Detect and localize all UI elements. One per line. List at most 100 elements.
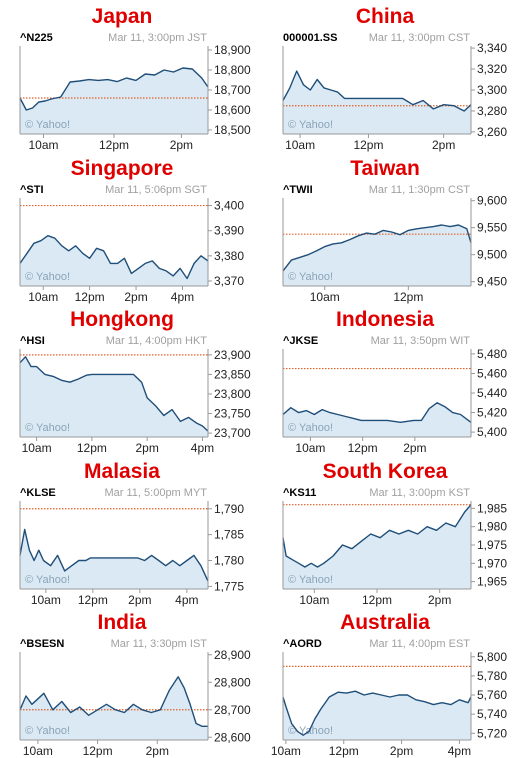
chart-cell-south-korea: South Korea ^KS11 Mar 11, 3:00pm KST © Yaho… xyxy=(263,455,526,607)
x-tick-label: 2pm xyxy=(432,138,455,152)
x-tick-label: 10am xyxy=(299,593,329,607)
index-chart: ^STI Mar 11, 5:06pm SGT © Yahoo! 3,400 3,390… xyxy=(19,184,244,304)
chart-title: South Korea xyxy=(322,459,448,483)
y-tick-label: 3,400 xyxy=(214,198,244,212)
y-tick-label: 9,550 xyxy=(477,220,507,234)
x-tick-label: 2pm xyxy=(170,138,193,152)
y-tick-label: 23,700 xyxy=(214,426,251,440)
y-tick-label: 1,780 xyxy=(214,553,244,567)
y-tick-label: 3,260 xyxy=(477,125,507,139)
chart-cell-australia: Australia ^AORD Mar 11, 4:00pm EST © Yahoo!… xyxy=(263,606,526,758)
chart-title: Australia xyxy=(340,611,430,634)
yahoo-watermark: © Yahoo! xyxy=(288,422,333,434)
yahoo-watermark: © Yahoo! xyxy=(25,422,70,434)
x-tick-label: 4pm xyxy=(171,290,194,304)
chart-cell-india: India ^BSESN Mar 11, 3:30pm IST © Yahoo! 28,… xyxy=(0,606,263,758)
y-tick-label: 18,600 xyxy=(214,103,251,117)
x-tick-label: 10am xyxy=(28,290,58,304)
y-tick-label: 3,320 xyxy=(477,62,507,76)
y-tick-label: 18,800 xyxy=(214,63,251,77)
index-chart: ^HSI Mar 11, 4:00pm HKT © Yahoo! 23,900 23,8… xyxy=(19,335,251,455)
index-symbol: ^KS11 xyxy=(283,487,316,499)
y-tick-label: 5,800 xyxy=(477,650,507,664)
y-tick-label: 28,700 xyxy=(214,703,251,717)
x-tick-label: 10am xyxy=(295,441,325,455)
chart-timestamp: Mar 11, 4:00pm HKT xyxy=(106,335,208,347)
y-tick-label: 3,280 xyxy=(477,104,507,118)
chart-cell-china: China 000001.SS Mar 11, 3:00pm CST © Yahoo!… xyxy=(263,0,526,152)
yahoo-watermark: © Yahoo! xyxy=(288,119,333,131)
series-area xyxy=(20,529,208,589)
y-tick-label: 23,800 xyxy=(214,387,251,401)
x-tick-label: 10am xyxy=(22,441,52,455)
x-tick-label: 2pm xyxy=(390,744,413,758)
chart-cell-taiwan: Taiwan ^TWII Mar 11, 1:30pm CST © Yahoo! 9,6… xyxy=(263,152,526,304)
chart-title: China xyxy=(355,5,415,28)
yahoo-watermark: © Yahoo! xyxy=(288,725,333,737)
index-chart: ^AORD Mar 11, 4:00pm EST © Yahoo! 5,800 5,78… xyxy=(271,638,507,758)
x-tick-label: 12pm xyxy=(99,138,129,152)
y-tick-label: 28,600 xyxy=(214,730,251,744)
series-area xyxy=(20,68,208,134)
y-tick-label: 1,790 xyxy=(214,501,244,515)
y-tick-label: 5,740 xyxy=(477,707,507,721)
y-tick-label: 3,370 xyxy=(214,273,244,287)
index-symbol: ^AORD xyxy=(283,638,322,650)
chart-cell-indonesia: Indonesia ^JKSE Mar 11, 3:50pm WIT © Yahoo!… xyxy=(263,303,526,455)
series-line xyxy=(19,356,209,432)
chart-timestamp: Mar 11, 3:00pm CST xyxy=(369,32,471,44)
chart-title: Indonesia xyxy=(335,308,435,331)
index-symbol: ^KLSE xyxy=(20,487,56,499)
chart-timestamp: Mar 11, 1:30pm CST xyxy=(369,184,471,196)
chart-title: Hongkong xyxy=(70,308,174,331)
index-symbol: ^BSESN xyxy=(20,638,64,650)
series-area xyxy=(20,235,208,286)
y-tick-label: 28,800 xyxy=(214,675,251,689)
index-chart: ^BSESN Mar 11, 3:30pm IST © Yahoo! 28,900 28… xyxy=(19,638,251,758)
y-tick-label: 5,760 xyxy=(477,688,507,702)
chart-title: Malasia xyxy=(84,459,160,483)
series-line xyxy=(282,70,472,112)
series-area xyxy=(283,402,471,437)
y-tick-label: 5,460 xyxy=(477,366,507,380)
x-tick-label: 4pm xyxy=(191,441,214,455)
y-tick-label: 23,750 xyxy=(214,407,251,421)
index-chart: ^TWII Mar 11, 1:30pm CST © Yahoo! 9,600 9,55… xyxy=(282,184,507,304)
series-line xyxy=(19,67,209,111)
y-tick-label: 5,440 xyxy=(477,386,507,400)
x-tick-label: 12pm xyxy=(353,138,383,152)
x-tick-label: 10am xyxy=(28,138,58,152)
series-line xyxy=(282,223,472,271)
index-chart: ^KLSE Mar 11, 5:00pm MYT © Yahoo! 1,790 1,78… xyxy=(19,487,244,607)
chart-timestamp: Mar 11, 3:30pm IST xyxy=(111,638,208,650)
chart-title: Japan xyxy=(91,5,153,28)
index-symbol: 000001.SS xyxy=(283,32,337,44)
index-chart: 000001.SS Mar 11, 3:00pm CST © Yahoo! 3,340… xyxy=(282,32,507,152)
y-tick-label: 9,450 xyxy=(477,274,507,288)
series-line xyxy=(282,503,472,568)
y-tick-label: 23,900 xyxy=(214,348,251,362)
y-tick-label: 5,420 xyxy=(477,406,507,420)
series-line xyxy=(19,528,209,581)
y-tick-label: 5,400 xyxy=(477,425,507,439)
x-tick-label: 4pm xyxy=(175,593,198,607)
x-tick-label: 10am xyxy=(31,593,61,607)
y-tick-label: 9,500 xyxy=(477,247,507,261)
y-tick-label: 5,720 xyxy=(477,726,507,740)
chart-title: Taiwan xyxy=(350,156,420,180)
yahoo-watermark: © Yahoo! xyxy=(288,271,333,283)
index-symbol: ^N225 xyxy=(20,32,53,44)
y-tick-label: 23,850 xyxy=(214,367,251,381)
chart-timestamp: Mar 11, 3:00pm JST xyxy=(108,32,207,44)
series-line xyxy=(282,402,472,424)
x-tick-label: 12pm xyxy=(75,290,105,304)
y-tick-label: 3,300 xyxy=(477,83,507,97)
chart-timestamp: Mar 11, 5:06pm SGT xyxy=(105,184,207,196)
x-tick-label: 2pm xyxy=(146,744,169,758)
x-tick-label: 12pm xyxy=(77,441,107,455)
index-symbol: ^JKSE xyxy=(283,335,318,347)
yahoo-watermark: © Yahoo! xyxy=(25,574,70,586)
x-tick-label: 2pm xyxy=(428,593,451,607)
chart-timestamp: Mar 11, 3:50pm WIT xyxy=(371,335,471,347)
chart-cell-malasia: Malasia ^KLSE Mar 11, 5:00pm MYT © Yahoo! 1,… xyxy=(0,455,263,607)
